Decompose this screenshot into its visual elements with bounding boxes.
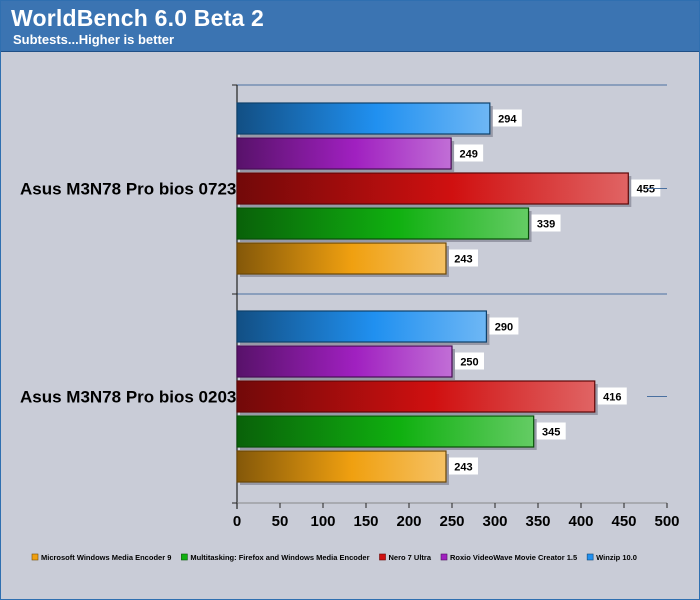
category-label: Asus M3N78 Pro bios 0203	[20, 388, 236, 407]
legend-label: Microsoft Windows Media Encoder 9	[41, 553, 171, 562]
x-tick-label: 500	[654, 513, 679, 530]
value-label: 249	[459, 149, 477, 161]
value-label-box	[489, 317, 519, 335]
value-label-box	[492, 109, 522, 127]
value-label-box	[454, 144, 484, 162]
value-label-box	[531, 214, 561, 232]
bar	[236, 207, 530, 240]
x-tick-label: 150	[353, 513, 378, 530]
legend-swatch	[181, 553, 188, 561]
x-tick-label: 100	[310, 513, 335, 530]
bar	[236, 137, 452, 170]
value-label: 294	[498, 114, 517, 126]
value-label: 250	[460, 357, 478, 369]
x-tick-label: 400	[568, 513, 593, 530]
value-label-box	[448, 457, 478, 475]
x-tick-label: 50	[272, 513, 289, 530]
value-label: 290	[495, 322, 513, 334]
value-label: 455	[637, 184, 655, 196]
x-tick-label: 250	[439, 513, 464, 530]
bar	[236, 345, 453, 378]
x-tick-label: 300	[482, 513, 507, 530]
value-label: 345	[542, 427, 560, 439]
x-tick-label: 450	[611, 513, 636, 530]
legend-swatch	[31, 553, 39, 561]
bar	[236, 242, 447, 275]
x-tick-label: 200	[396, 513, 421, 530]
bar	[236, 172, 629, 205]
chart-title: WorldBench 6.0 Beta 2	[11, 5, 265, 31]
category-label: Asus M3N78 Pro bios 0723	[20, 180, 236, 199]
value-label: 243	[454, 462, 472, 474]
value-label-box	[597, 387, 627, 405]
bar	[236, 102, 491, 135]
value-label-box	[455, 352, 484, 370]
value-label-box	[536, 422, 566, 440]
bar	[236, 415, 535, 448]
value-label: 339	[537, 219, 555, 231]
chart-subtitle: Subtests...Higher is better	[13, 32, 175, 47]
value-label: 243	[454, 254, 472, 266]
bar	[236, 380, 596, 413]
legend-swatch	[379, 553, 386, 561]
legend-label: Roxio VideoWave Movie Creator 1.5	[450, 553, 577, 562]
chart-header: WorldBench 6.0 Beta 2 Subtests...Higher …	[1, 1, 699, 52]
bar	[236, 310, 487, 343]
x-tick-label: 0	[233, 513, 241, 530]
x-tick-label: 350	[525, 513, 550, 530]
legend-label: Winzip 10.0	[596, 553, 637, 562]
legend-label: Nero 7 Ultra	[389, 553, 432, 562]
value-label-box	[631, 179, 661, 197]
legend-label: Multitasking: Firefox and Windows Media …	[190, 553, 369, 562]
value-label: 416	[603, 392, 621, 404]
bar	[236, 450, 447, 483]
value-label-box	[448, 249, 478, 267]
legend-swatch	[440, 553, 448, 561]
legend-swatch	[586, 553, 594, 561]
